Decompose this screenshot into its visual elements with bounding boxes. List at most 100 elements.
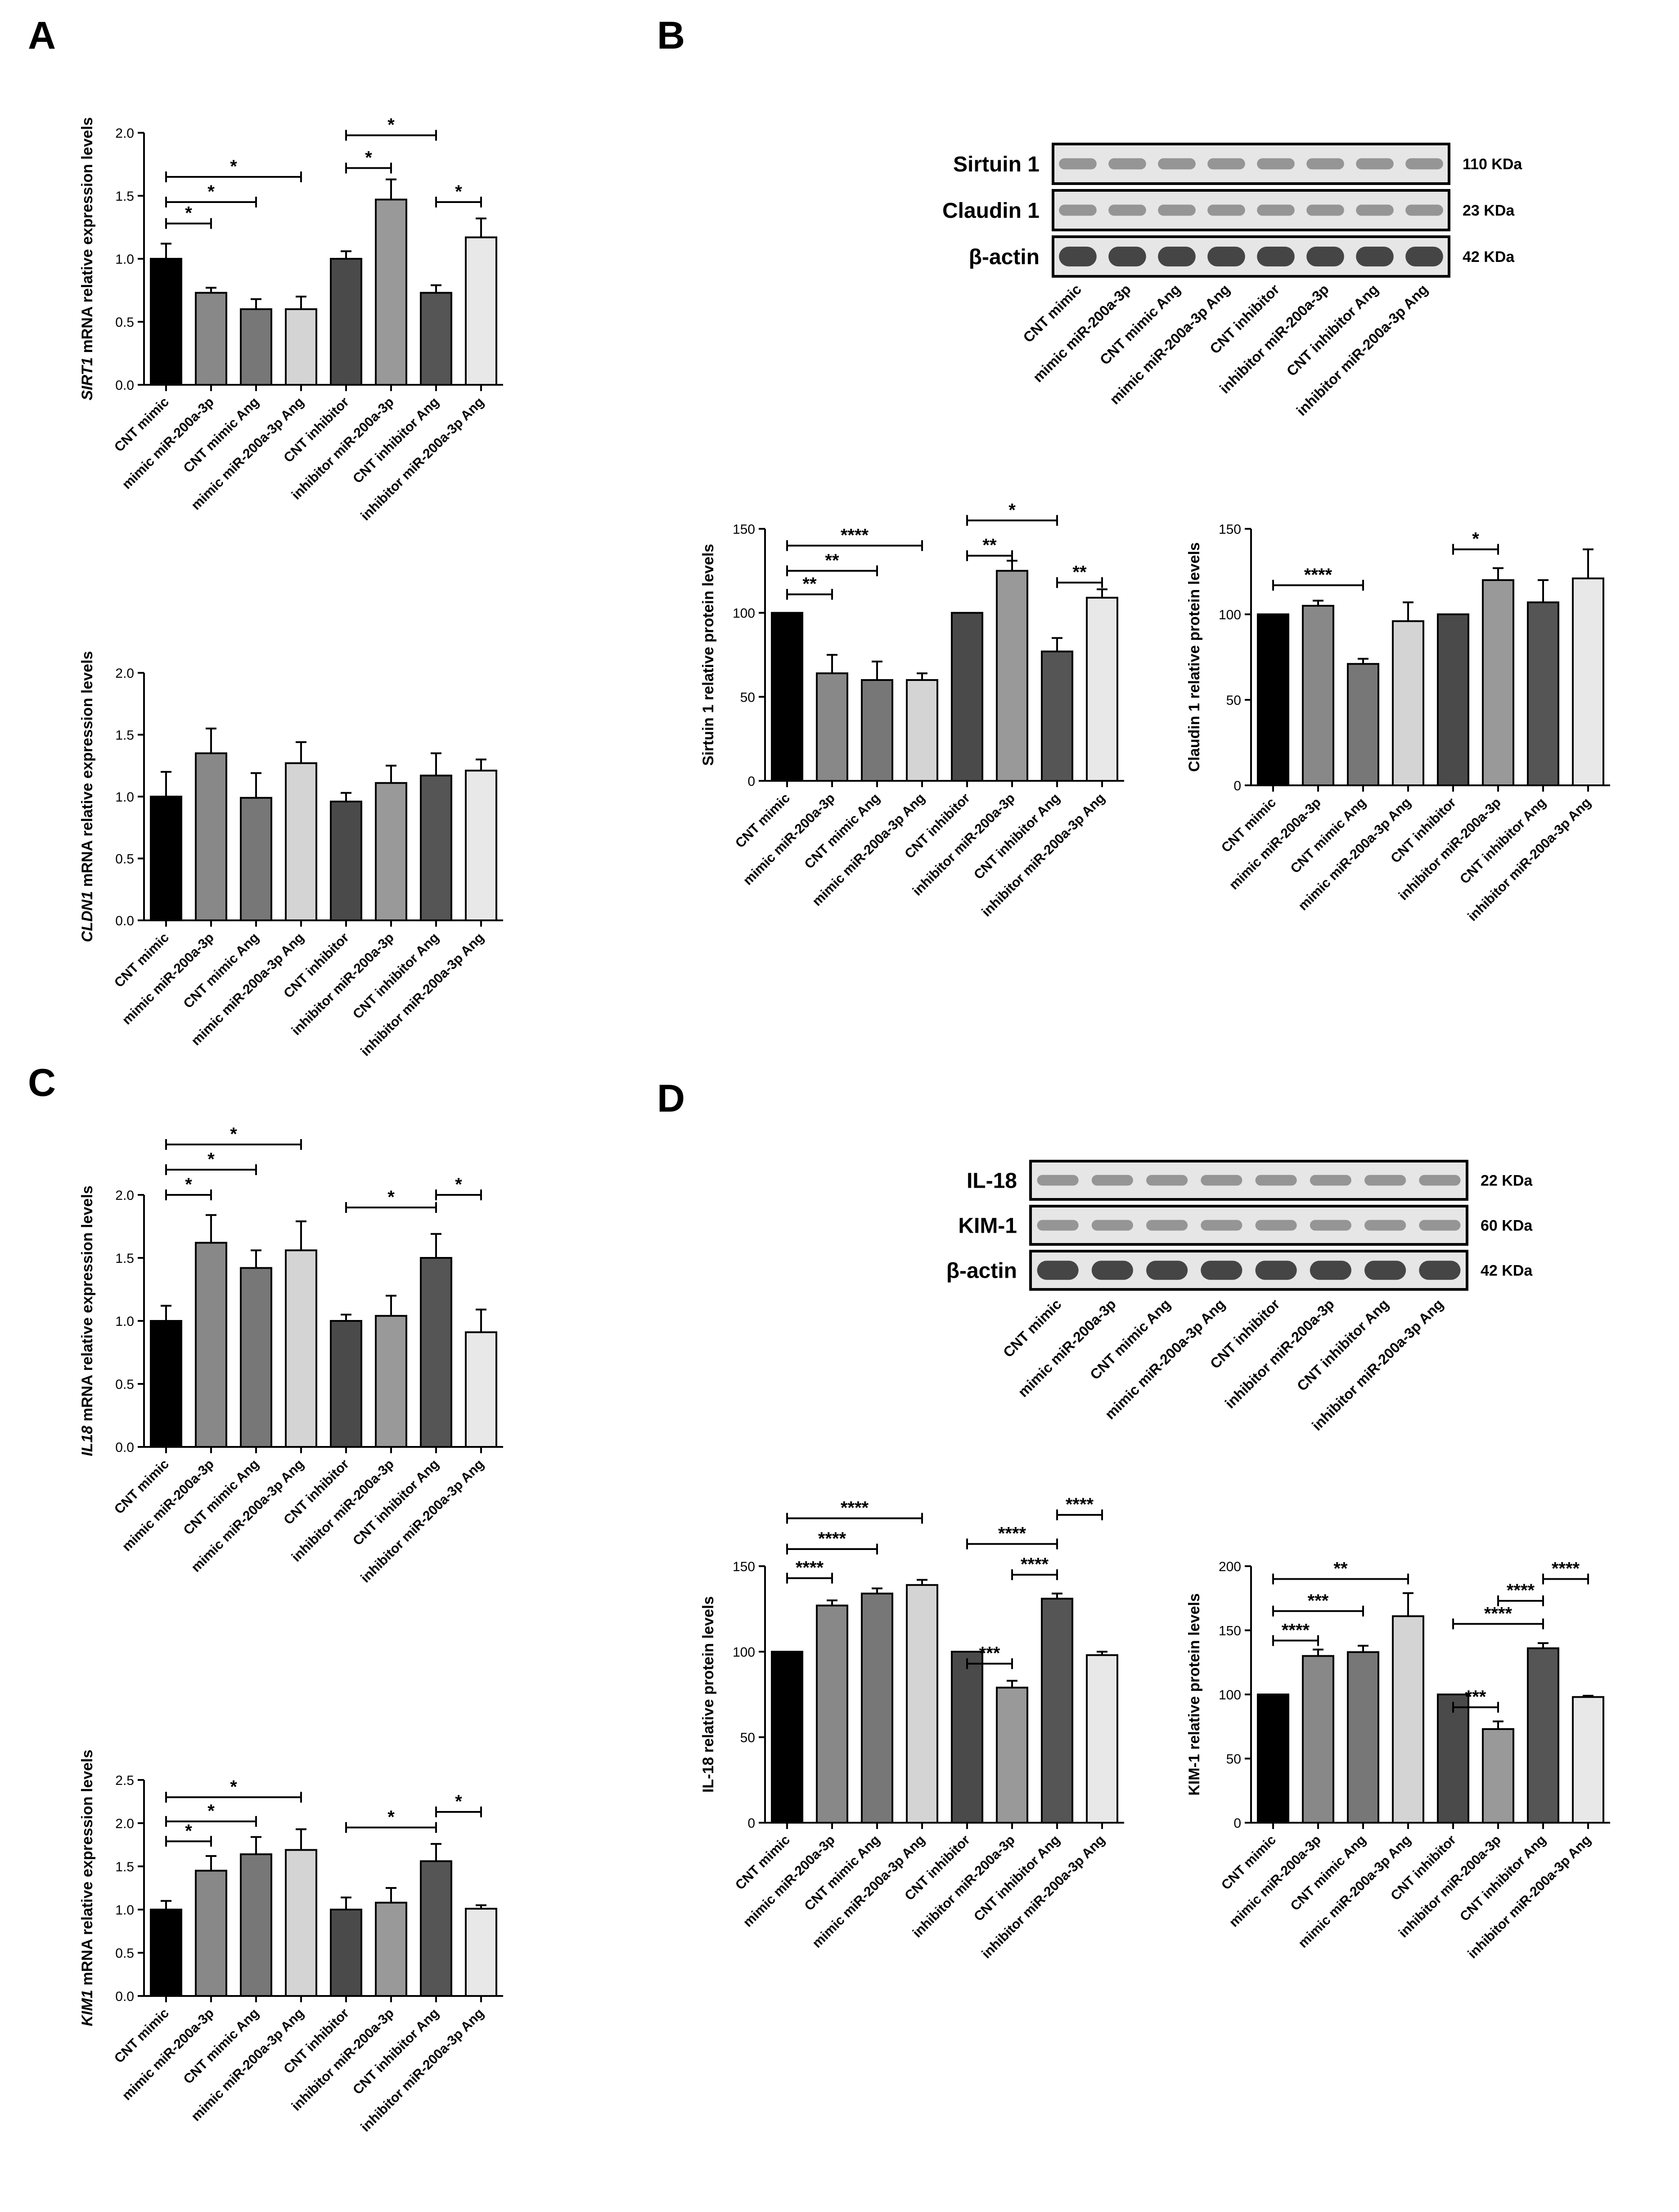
bar — [996, 1686, 1028, 1824]
chart-kim1-protein: 0 50 100 150 200 KIM-1 relative protein level… — [1186, 1559, 1610, 1961]
significance-stars: * — [207, 1149, 215, 1169]
bar — [420, 292, 452, 386]
blot-band — [1201, 1261, 1242, 1280]
blot-row-label: Sirtuin 1 — [953, 153, 1040, 176]
blot-band — [1356, 247, 1394, 266]
blot-band — [1146, 1175, 1188, 1186]
bar — [330, 1909, 362, 1997]
blot-band — [1310, 1175, 1351, 1186]
blot-band — [1201, 1220, 1242, 1231]
blot-band — [1257, 247, 1295, 266]
blot-band — [1158, 158, 1196, 170]
significance-stars: * — [455, 1792, 462, 1811]
y-axis-label-text: mRNA relative expression levels — [79, 1750, 96, 1990]
bar — [906, 1584, 938, 1824]
bar — [330, 801, 362, 921]
y-axis-label: Sirtuin 1 relative protein levels — [700, 544, 717, 766]
bar — [1302, 605, 1334, 786]
y-tick-label: 1.5 — [115, 1860, 134, 1874]
blot-band — [1059, 158, 1097, 170]
blot-row-label: β-actin — [946, 1259, 1017, 1283]
y-axis-label: IL-18 relative protein levels — [700, 1596, 717, 1793]
category-label: CNT inhibitor Ang — [350, 930, 442, 1022]
blot-band — [1146, 1261, 1188, 1280]
significance-stars: *** — [1465, 1687, 1486, 1707]
y-axis-label-text: IL-18 relative protein levels — [700, 1596, 717, 1793]
bar — [1572, 1696, 1604, 1824]
category-label: CNT inhibitor Ang — [971, 791, 1063, 883]
blot-band — [1037, 1220, 1079, 1231]
significance-stars: * — [455, 1175, 462, 1194]
blot-band — [1207, 247, 1245, 266]
significance-stars: **** — [1021, 1554, 1049, 1574]
blot-row-label: Claudin 1 — [942, 199, 1040, 223]
bar — [465, 770, 497, 921]
blot-band — [1037, 1261, 1079, 1280]
bar — [195, 1242, 227, 1448]
bar — [1347, 663, 1379, 786]
y-tick-label: 0.5 — [115, 315, 134, 330]
blot-size-label: 42 KDa — [1481, 1262, 1533, 1279]
blot-band — [1201, 1175, 1242, 1186]
bar — [816, 672, 848, 782]
y-tick-label: 0.5 — [115, 852, 134, 867]
category-label: CNT inhibitor Ang — [971, 1833, 1063, 1924]
blot-band — [1255, 1175, 1297, 1186]
chart-cldn1-mrna: 0.0 0.5 1.0 1.5 2.0 CLDN1 mRNA relative expre… — [79, 651, 503, 1059]
y-axis-label-text: mRNA relative expression levels — [79, 651, 96, 892]
bar — [420, 775, 452, 921]
y-tick-label: 1.5 — [115, 728, 134, 743]
y-tick-label: 150 — [733, 522, 755, 537]
blot-band — [1108, 204, 1146, 216]
panel-label-a: A — [28, 14, 56, 57]
significance-stars: **** — [1484, 1604, 1512, 1623]
category-label: CNT inhibitor Ang — [350, 1457, 442, 1549]
blot-size-label: 60 KDa — [1481, 1217, 1533, 1234]
blot-lane-label: mimic miR-200a-3p — [1015, 1296, 1119, 1400]
bar — [150, 1320, 182, 1448]
category-label: CNT mimic Ang — [180, 2006, 261, 2087]
category-label: CNT mimic Ang — [801, 1833, 882, 1914]
significance-stars: * — [185, 1821, 192, 1841]
significance-stars: **** — [796, 1558, 824, 1578]
bar — [1392, 620, 1424, 786]
blot-size-label: 23 KDa — [1463, 202, 1515, 219]
y-tick-label: 1.5 — [115, 189, 134, 204]
blot-band — [1059, 247, 1097, 266]
blot-band — [1405, 247, 1443, 266]
blot-band — [1207, 204, 1245, 216]
blot-B: Sirtuin 1 110 KDa Claudin 1 23 KDa β-actin 42… — [942, 143, 1522, 419]
blot-row-label: β-actin — [969, 245, 1040, 269]
blot-band — [1037, 1175, 1079, 1186]
y-axis-label-gene: CLDN1 — [79, 891, 96, 942]
significance-stars: * — [207, 182, 215, 202]
bar — [1392, 1615, 1424, 1824]
significance-stars: ** — [982, 536, 997, 555]
blot-band — [1059, 204, 1097, 216]
y-tick-label: 1.0 — [115, 252, 134, 267]
y-tick-label: 0.5 — [115, 1377, 134, 1392]
significance-stars: **** — [841, 1498, 869, 1518]
bar — [1437, 1694, 1469, 1824]
bar — [951, 1651, 983, 1824]
y-tick-label: 0 — [747, 774, 755, 789]
bar — [375, 1901, 407, 1997]
category-label: CNT mimic Ang — [801, 791, 882, 872]
blot-band — [1091, 1175, 1133, 1186]
bar — [240, 1267, 272, 1448]
bar — [195, 1870, 227, 1997]
bar — [285, 1849, 317, 1997]
y-axis-label-gene: KIM1 — [79, 1990, 96, 2026]
y-tick-label: 2.0 — [115, 1188, 134, 1203]
significance-stars: * — [230, 1124, 237, 1144]
y-tick-label: 100 — [733, 1645, 755, 1660]
blot-band — [1257, 204, 1295, 216]
y-tick-label: 0 — [1233, 779, 1241, 793]
y-tick-label: 1.0 — [115, 1903, 134, 1918]
blot-band — [1364, 1220, 1406, 1231]
bar — [420, 1860, 452, 1997]
y-axis-label: CLDN1 mRNA relative expression levels — [79, 651, 96, 942]
bar — [996, 570, 1028, 782]
